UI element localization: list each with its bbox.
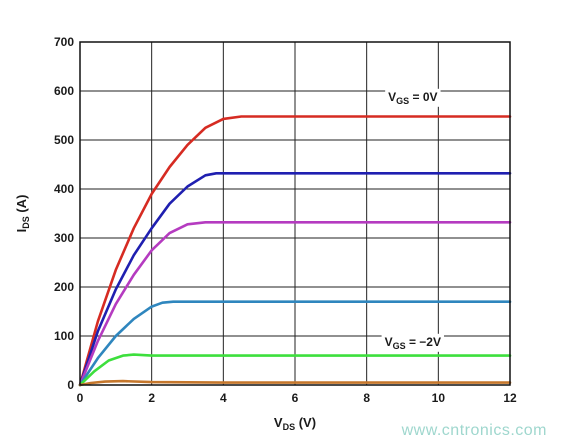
y-tick-label: 500 xyxy=(54,133,74,147)
x-tick-label: 12 xyxy=(503,391,517,405)
y-axis-title: IDS (A) xyxy=(14,195,31,233)
annotation-background xyxy=(381,333,444,352)
x-tick-label: 6 xyxy=(292,391,299,405)
x-tick-label: 10 xyxy=(432,391,446,405)
series-line-6 xyxy=(78,379,512,387)
y-tick-label: 100 xyxy=(54,329,74,343)
x-tick-label: 8 xyxy=(363,391,370,405)
y-tick-label: 300 xyxy=(54,231,74,245)
series-line-2 xyxy=(78,172,512,387)
series-line-3 xyxy=(78,221,512,387)
grid xyxy=(79,41,511,386)
y-tick-label: 400 xyxy=(54,182,74,196)
x-tick-label: 0 xyxy=(77,391,84,405)
annotation-2: VGS = −2V xyxy=(385,335,441,351)
y-tick-label: 0 xyxy=(67,378,74,392)
x-tick-label: 4 xyxy=(220,391,227,405)
annotation-background xyxy=(385,88,441,107)
y-tick-label: 600 xyxy=(54,84,74,98)
annotation-1: VGS = 0V xyxy=(388,90,437,106)
x-axis-title: VDS (V) xyxy=(274,415,316,432)
tick-labels: 0 2 4 6 8 10 12 0 100 200 300 400 500 600 700 xyxy=(54,35,517,405)
series-line-4 xyxy=(78,300,512,387)
series-line-5 xyxy=(78,353,512,387)
y-tick-label: 200 xyxy=(54,280,74,294)
series-layer xyxy=(78,115,512,387)
annotations: VGS = 0V VGS = −2V xyxy=(381,88,444,352)
watermark: www.cntronics.com xyxy=(401,422,547,439)
series-line-1 xyxy=(78,115,512,387)
x-tick-label: 2 xyxy=(148,391,155,405)
y-tick-label: 700 xyxy=(54,35,74,49)
plot-frame xyxy=(79,41,511,386)
